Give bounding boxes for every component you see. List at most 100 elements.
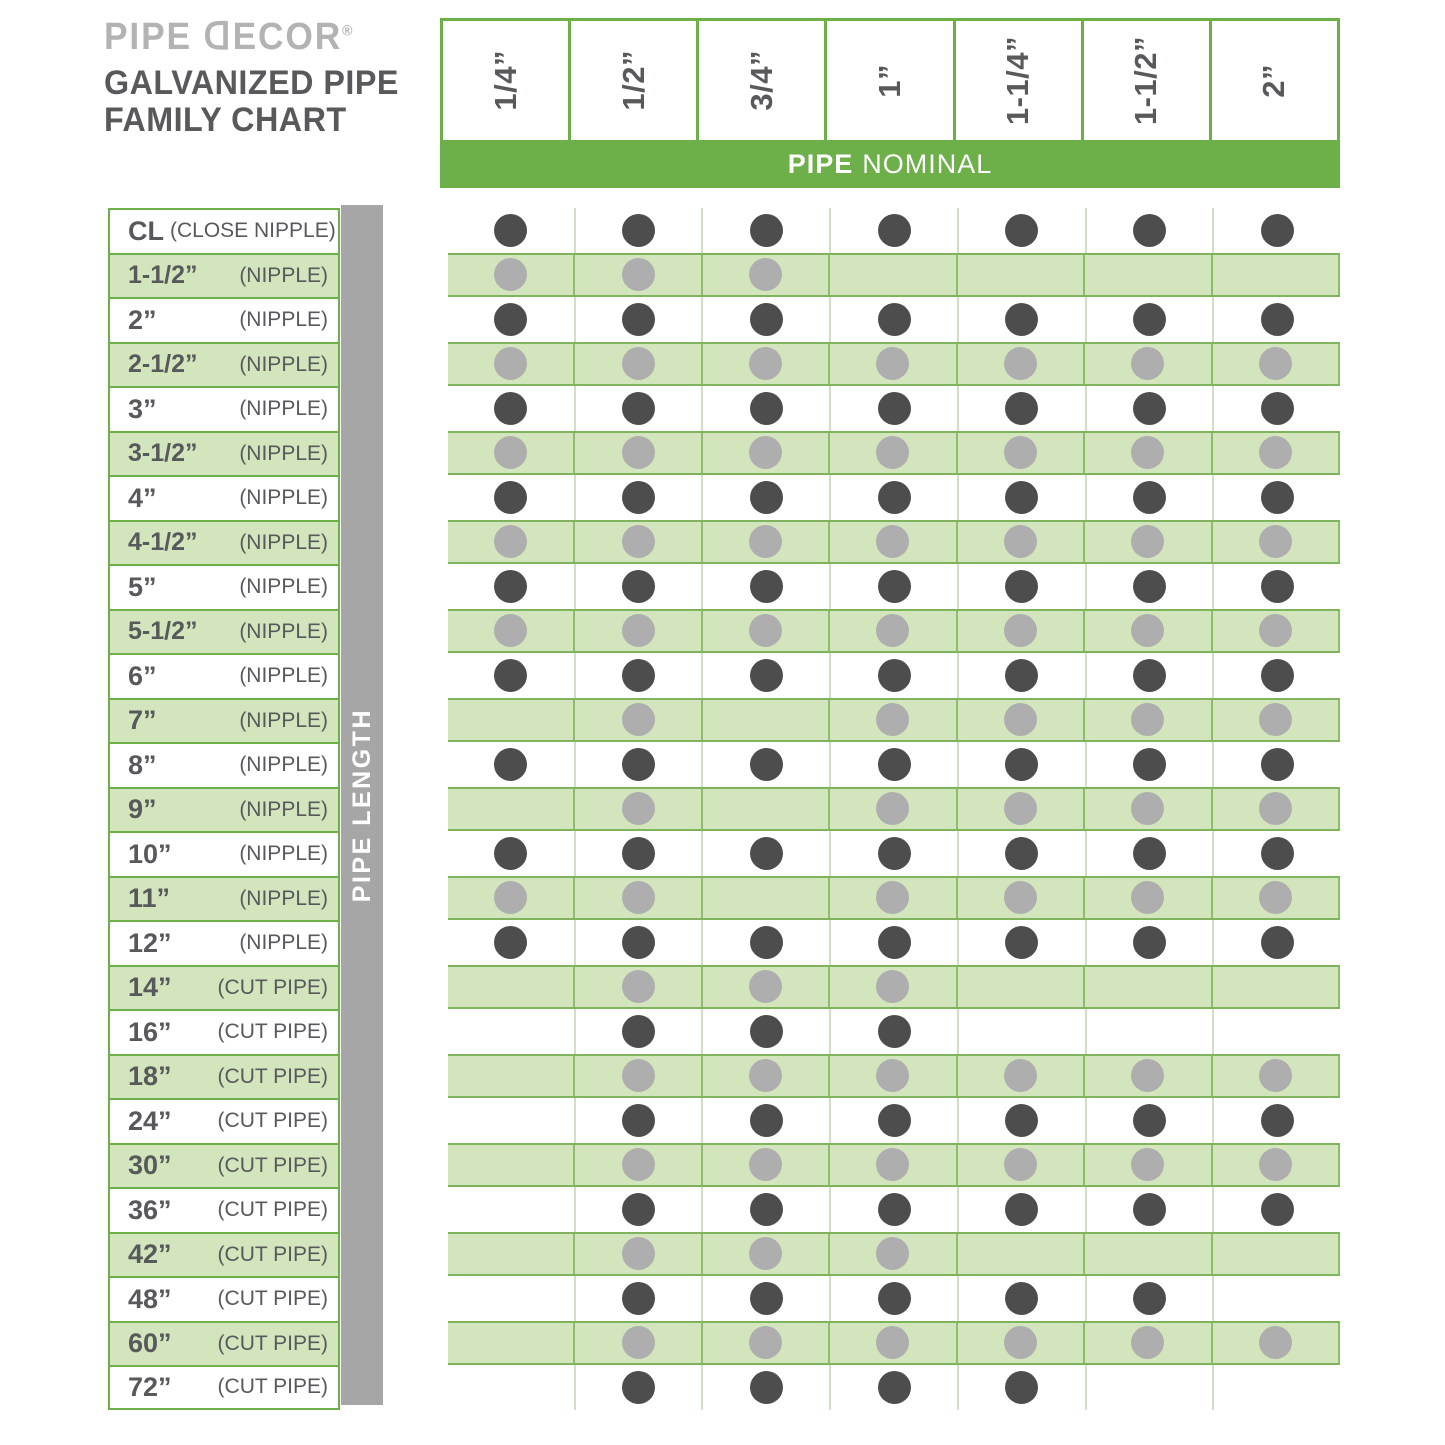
availability-cell[interactable] — [830, 521, 958, 562]
availability-cell[interactable] — [1214, 208, 1340, 253]
row-label-cell[interactable]: 48” (CUT PIPE) — [108, 1276, 340, 1321]
availability-cell[interactable] — [831, 297, 959, 342]
availability-cell[interactable] — [576, 742, 704, 787]
availability-cell[interactable] — [957, 610, 1086, 651]
availability-cell[interactable] — [575, 343, 703, 384]
availability-cell[interactable] — [959, 1276, 1087, 1321]
availability-cell[interactable] — [576, 564, 704, 609]
availability-cell[interactable] — [1212, 1055, 1340, 1096]
availability-cell[interactable] — [575, 610, 703, 651]
availability-cell[interactable] — [448, 966, 576, 1007]
availability-cell[interactable] — [959, 920, 1087, 965]
availability-cell[interactable] — [831, 1276, 959, 1321]
availability-cell[interactable] — [1087, 564, 1215, 609]
availability-cell[interactable] — [575, 432, 703, 473]
availability-cell[interactable] — [1212, 1233, 1340, 1274]
availability-cell[interactable] — [1212, 343, 1340, 384]
availability-cell[interactable] — [448, 521, 576, 562]
row-label-cell[interactable]: 30” (CUT PIPE) — [108, 1142, 340, 1187]
availability-cell[interactable] — [703, 1098, 832, 1143]
availability-cell[interactable] — [703, 1276, 832, 1321]
availability-cell[interactable] — [576, 1276, 704, 1321]
availability-cell[interactable] — [957, 1144, 1086, 1185]
availability-cell[interactable] — [1214, 564, 1340, 609]
availability-cell[interactable] — [1085, 432, 1213, 473]
availability-cell[interactable] — [703, 208, 832, 253]
nominal-header-cell[interactable]: 3/4” — [699, 21, 828, 140]
availability-cell[interactable] — [957, 343, 1086, 384]
availability-cell[interactable] — [576, 208, 704, 253]
availability-cell[interactable] — [830, 432, 958, 473]
availability-cell[interactable] — [448, 1365, 576, 1410]
availability-cell[interactable] — [448, 610, 576, 651]
availability-cell[interactable] — [830, 343, 958, 384]
availability-cell[interactable] — [1085, 343, 1213, 384]
availability-cell[interactable] — [448, 475, 576, 520]
availability-cell[interactable] — [957, 254, 1086, 295]
availability-cell[interactable] — [448, 831, 576, 876]
availability-cell[interactable] — [830, 877, 958, 918]
availability-cell[interactable] — [830, 1233, 958, 1274]
availability-cell[interactable] — [957, 966, 1086, 1007]
availability-cell[interactable] — [575, 1233, 703, 1274]
availability-cell[interactable] — [1087, 475, 1215, 520]
row-label-cell[interactable]: 6” (NIPPLE) — [108, 653, 340, 698]
availability-cell[interactable] — [703, 742, 832, 787]
availability-cell[interactable] — [1087, 1009, 1215, 1054]
availability-cell[interactable] — [575, 699, 703, 740]
availability-cell[interactable] — [1214, 920, 1340, 965]
availability-cell[interactable] — [1085, 1322, 1213, 1363]
availability-cell[interactable] — [448, 699, 576, 740]
availability-cell[interactable] — [957, 1233, 1086, 1274]
availability-cell[interactable] — [575, 877, 703, 918]
availability-cell[interactable] — [703, 297, 832, 342]
nominal-header-cell[interactable]: 1-1/2” — [1084, 21, 1212, 140]
availability-cell[interactable] — [448, 1276, 576, 1321]
availability-cell[interactable] — [576, 386, 704, 431]
availability-cell[interactable] — [831, 564, 959, 609]
row-label-cell[interactable]: 10” (NIPPLE) — [108, 831, 340, 876]
availability-cell[interactable] — [1212, 699, 1340, 740]
availability-cell[interactable] — [831, 1009, 959, 1054]
availability-cell[interactable] — [702, 966, 831, 1007]
availability-cell[interactable] — [1212, 877, 1340, 918]
availability-cell[interactable] — [830, 610, 958, 651]
availability-cell[interactable] — [957, 877, 1086, 918]
row-label-cell[interactable]: 8” (NIPPLE) — [108, 742, 340, 787]
availability-cell[interactable] — [703, 1365, 832, 1410]
availability-cell[interactable] — [576, 1187, 704, 1232]
availability-cell[interactable] — [448, 564, 576, 609]
availability-cell[interactable] — [831, 208, 959, 253]
row-label-cell[interactable]: 11” (NIPPLE) — [108, 875, 340, 920]
availability-cell[interactable] — [576, 1365, 704, 1410]
availability-cell[interactable] — [1085, 1055, 1213, 1096]
availability-cell[interactable] — [831, 1187, 959, 1232]
availability-cell[interactable] — [1085, 788, 1213, 829]
availability-cell[interactable] — [830, 699, 958, 740]
availability-cell[interactable] — [1212, 610, 1340, 651]
availability-cell[interactable] — [830, 1144, 958, 1185]
availability-cell[interactable] — [575, 254, 703, 295]
availability-cell[interactable] — [1085, 966, 1213, 1007]
availability-cell[interactable] — [959, 1187, 1087, 1232]
row-label-cell[interactable]: 16” (CUT PIPE) — [108, 1009, 340, 1054]
availability-cell[interactable] — [831, 1098, 959, 1143]
availability-cell[interactable] — [703, 564, 832, 609]
availability-cell[interactable] — [959, 831, 1087, 876]
availability-cell[interactable] — [448, 1055, 576, 1096]
availability-cell[interactable] — [831, 653, 959, 698]
availability-cell[interactable] — [448, 1144, 576, 1185]
row-label-cell[interactable]: 5-1/2” (NIPPLE) — [108, 608, 340, 653]
row-label-cell[interactable]: 60” (CUT PIPE) — [108, 1320, 340, 1365]
availability-cell[interactable] — [448, 742, 576, 787]
row-label-cell[interactable]: 1-1/2” (NIPPLE) — [108, 252, 340, 297]
row-label-cell[interactable]: 4-1/2” (NIPPLE) — [108, 519, 340, 564]
row-label-cell[interactable]: 7” (NIPPLE) — [108, 697, 340, 742]
availability-cell[interactable] — [703, 653, 832, 698]
availability-cell[interactable] — [830, 788, 958, 829]
availability-cell[interactable] — [448, 432, 576, 473]
availability-cell[interactable] — [448, 1009, 576, 1054]
availability-cell[interactable] — [1087, 742, 1215, 787]
availability-cell[interactable] — [448, 653, 576, 698]
availability-cell[interactable] — [1212, 966, 1340, 1007]
